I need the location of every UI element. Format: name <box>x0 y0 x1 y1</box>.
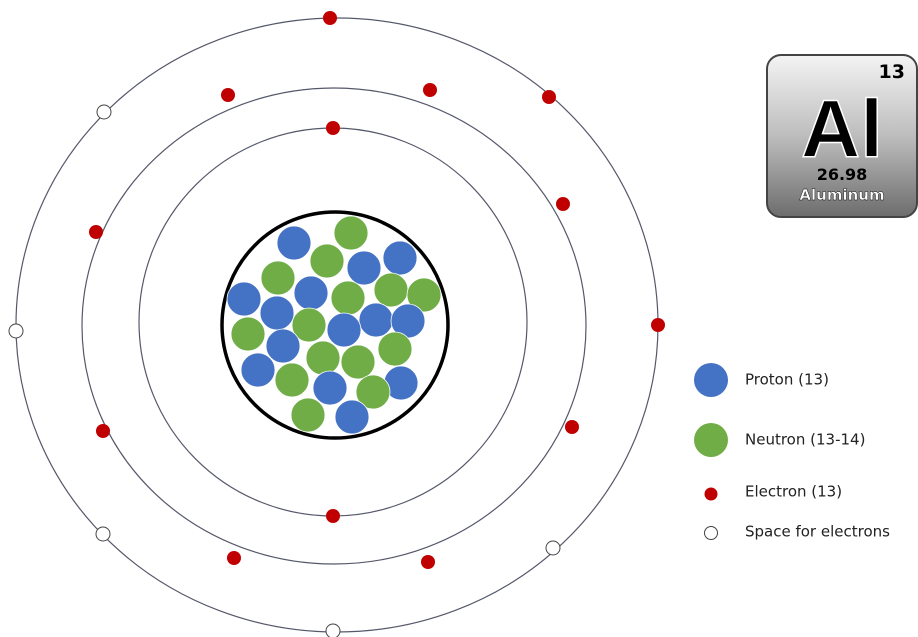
electron <box>227 551 241 565</box>
electron-space <box>325 623 341 637</box>
proton <box>334 399 370 435</box>
neutron <box>309 243 345 279</box>
electron <box>89 225 103 239</box>
proton <box>276 225 312 261</box>
electron-space <box>8 323 24 339</box>
electron <box>96 424 110 438</box>
electron-space <box>95 526 111 542</box>
electron <box>323 11 337 25</box>
neutron <box>290 397 326 433</box>
neutron <box>406 277 442 313</box>
neutron <box>330 280 366 316</box>
neutron <box>230 316 266 352</box>
legend-electron-icon <box>704 487 718 501</box>
legend-proton-icon <box>694 363 728 397</box>
orbit <box>81 87 587 565</box>
legend-electron: Electron (13) <box>745 483 842 501</box>
proton <box>358 302 394 338</box>
electron-space <box>96 104 112 120</box>
proton <box>240 352 276 388</box>
electron <box>326 121 340 135</box>
element-card: 13 Al 26.98 Aluminum <box>766 54 918 218</box>
electron <box>565 420 579 434</box>
proton <box>226 281 262 317</box>
proton <box>259 295 295 331</box>
legend-space-icon <box>704 526 718 540</box>
legend-proton: Proton (13) <box>745 371 829 389</box>
electron <box>221 88 235 102</box>
element-name: Aluminum <box>799 186 884 204</box>
proton <box>312 370 348 406</box>
proton <box>326 312 362 348</box>
proton <box>346 250 382 286</box>
electron <box>651 318 665 332</box>
neutron <box>377 331 413 367</box>
electron <box>423 83 437 97</box>
electrons <box>89 11 665 569</box>
neutron <box>305 340 341 376</box>
electron <box>326 509 340 523</box>
neutron <box>260 260 296 296</box>
element-symbol: Al <box>801 84 883 175</box>
legend-neutron-icon <box>694 423 728 457</box>
electron <box>542 90 556 104</box>
electron <box>421 555 435 569</box>
neutron <box>355 374 391 410</box>
neutron <box>373 272 409 308</box>
nucleons <box>226 215 442 435</box>
proton <box>293 275 329 311</box>
electron-spaces <box>8 104 561 637</box>
legend-space: Space for electrons <box>745 523 890 541</box>
card <box>766 54 918 218</box>
legend-neutron: Neutron (13-14) <box>745 431 865 449</box>
neutron <box>340 344 376 380</box>
atomic-mass: 26.98 <box>817 165 868 184</box>
proton <box>265 328 301 364</box>
proton <box>382 240 418 276</box>
electron-space <box>545 540 561 556</box>
neutron <box>291 307 327 343</box>
electron <box>556 197 570 211</box>
neutron <box>274 362 310 398</box>
legend: Proton (13) Neutron (13-14) Electron (13… <box>694 363 890 541</box>
neutron <box>333 215 369 251</box>
atomic-number: 13 <box>879 61 905 83</box>
